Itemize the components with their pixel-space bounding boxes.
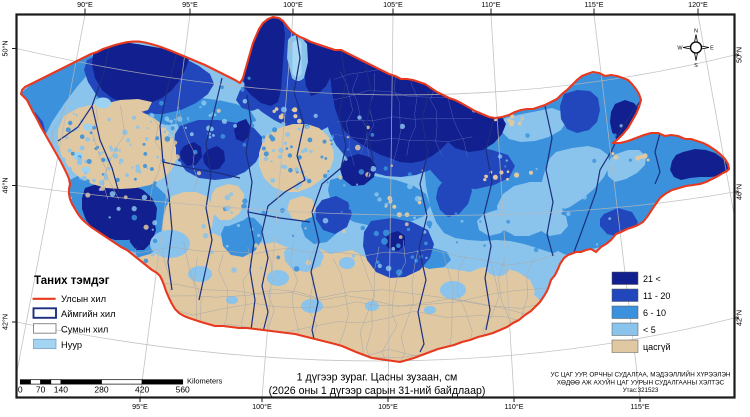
svg-text:110°E: 110°E — [481, 0, 500, 9]
svg-text:90°E: 90°E — [77, 0, 93, 9]
svg-text:70: 70 — [36, 385, 46, 395]
svg-text:560: 560 — [176, 385, 190, 395]
svg-text:S: S — [694, 63, 698, 69]
svg-text:E: E — [710, 46, 714, 52]
svg-text:Нуур: Нуур — [61, 340, 82, 350]
svg-text:< 5: < 5 — [643, 325, 656, 335]
svg-text:42°N: 42°N — [1, 314, 10, 330]
svg-text:Таних тэмдэг: Таних тэмдэг — [34, 275, 110, 287]
svg-text:0: 0 — [18, 385, 23, 395]
svg-text:120°E: 120°E — [688, 0, 708, 9]
svg-text:95°E: 95°E — [182, 0, 198, 9]
svg-text:21 <: 21 < — [643, 274, 661, 284]
svg-text:W: W — [677, 46, 683, 52]
svg-text:11 - 20: 11 - 20 — [643, 291, 670, 301]
svg-text:110°E: 110°E — [504, 402, 523, 411]
svg-text:Сумын хил: Сумын хил — [61, 325, 108, 335]
svg-text:Аймгийн хил: Аймгийн хил — [61, 309, 116, 319]
svg-text:105°E: 105°E — [378, 402, 398, 411]
svg-text:46°N: 46°N — [1, 177, 10, 193]
svg-text:Утас:321523: Утас:321523 — [623, 387, 659, 394]
svg-text:Kilometers: Kilometers — [187, 377, 223, 386]
svg-text:6 - 10: 6 - 10 — [643, 308, 666, 318]
svg-text:Улсын хил: Улсын хил — [61, 294, 106, 304]
svg-text:УС ЦАГ УУР, ОРЧНЫ СУДАЛГАА, МЭ: УС ЦАГ УУР, ОРЧНЫ СУДАЛГАА, МЭДЭЭЛЛИЙН Х… — [551, 370, 731, 379]
svg-text:цасгүй: цасгүй — [643, 342, 670, 352]
svg-text:140: 140 — [54, 385, 68, 395]
svg-text:105°E: 105°E — [383, 0, 403, 9]
svg-text:115°E: 115°E — [630, 402, 649, 411]
svg-text:100°E: 100°E — [252, 402, 272, 411]
svg-text:ХӨДӨӨ АЖ АХУЙН ЦАГ УУРЫН СУДАЛ: ХӨДӨӨ АЖ АХУЙН ЦАГ УУРЫН СУДАЛГААНЫ ХЭЛТ… — [557, 378, 725, 387]
svg-text:280: 280 — [94, 385, 108, 395]
svg-text:95°E: 95°E — [132, 402, 148, 411]
svg-text:N: N — [694, 29, 698, 35]
svg-text:50°N: 50°N — [735, 47, 744, 63]
svg-text:(2026 оны 1 дүгээр сарын 31-ни: (2026 оны 1 дүгээр сарын 31-ний байдлаар… — [269, 385, 486, 397]
svg-text:1 дүгээр зураг. Цасны зузаан,: 1 дүгээр зураг. Цасны зузаан, см — [297, 372, 458, 384]
svg-text:115°E: 115°E — [584, 0, 603, 9]
svg-text:42°N: 42°N — [735, 310, 744, 326]
svg-text:50°N: 50°N — [1, 40, 10, 56]
svg-text:46°N: 46°N — [735, 184, 744, 200]
svg-text:100°E: 100°E — [283, 0, 303, 9]
svg-text:420: 420 — [135, 385, 149, 395]
